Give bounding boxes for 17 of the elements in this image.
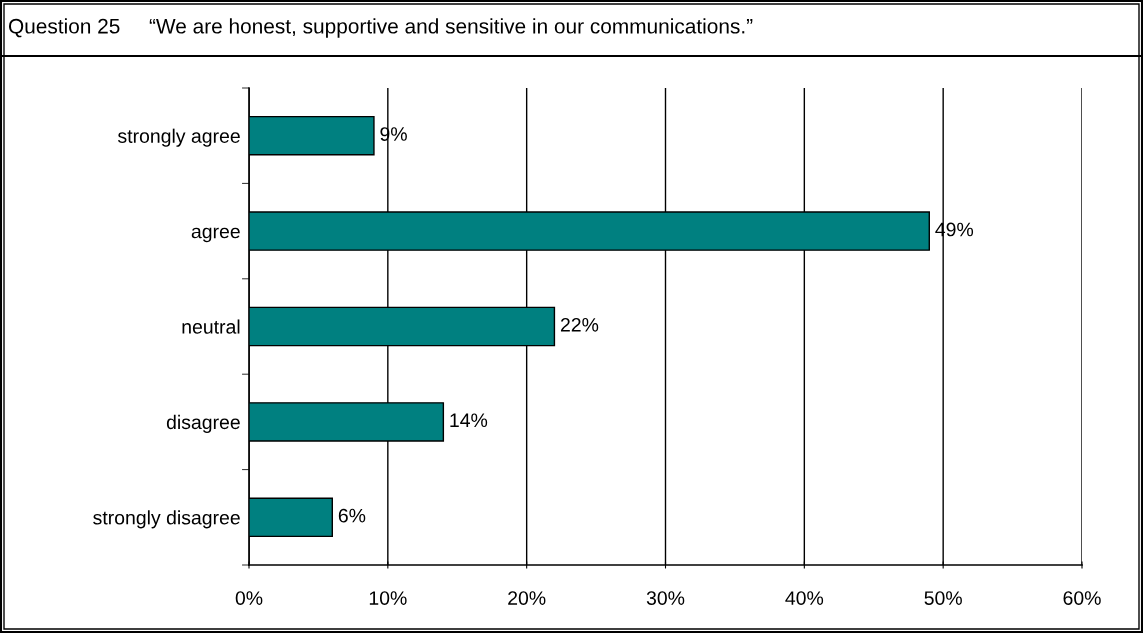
x-tick-label: 40% bbox=[785, 591, 824, 605]
x-tick-label: 50% bbox=[924, 591, 962, 605]
chart-subtitle: “We are honest, supportive and sensitive in our communications.” bbox=[149, 18, 753, 38]
x-tick-label: 30% bbox=[646, 591, 685, 605]
data-label: 14% bbox=[450, 413, 488, 428]
data-label: 22% bbox=[560, 317, 599, 332]
text: Question 25 bbox=[8, 18, 120, 38]
x-tick-label: 20% bbox=[508, 591, 546, 605]
data-label: 6% bbox=[338, 508, 366, 523]
y-tick-label: strongly disagree bbox=[93, 510, 240, 529]
x-tick-label: 0% bbox=[235, 591, 263, 605]
y-tick-label: strongly agree bbox=[118, 128, 240, 147]
x-tick-label: 60% bbox=[1063, 591, 1101, 605]
y-tick-label: agree bbox=[191, 227, 240, 243]
y-tick-label: disagree bbox=[166, 414, 240, 433]
x-tick-label: 10% bbox=[369, 591, 407, 605]
y-tick-label: neutral bbox=[182, 319, 240, 334]
